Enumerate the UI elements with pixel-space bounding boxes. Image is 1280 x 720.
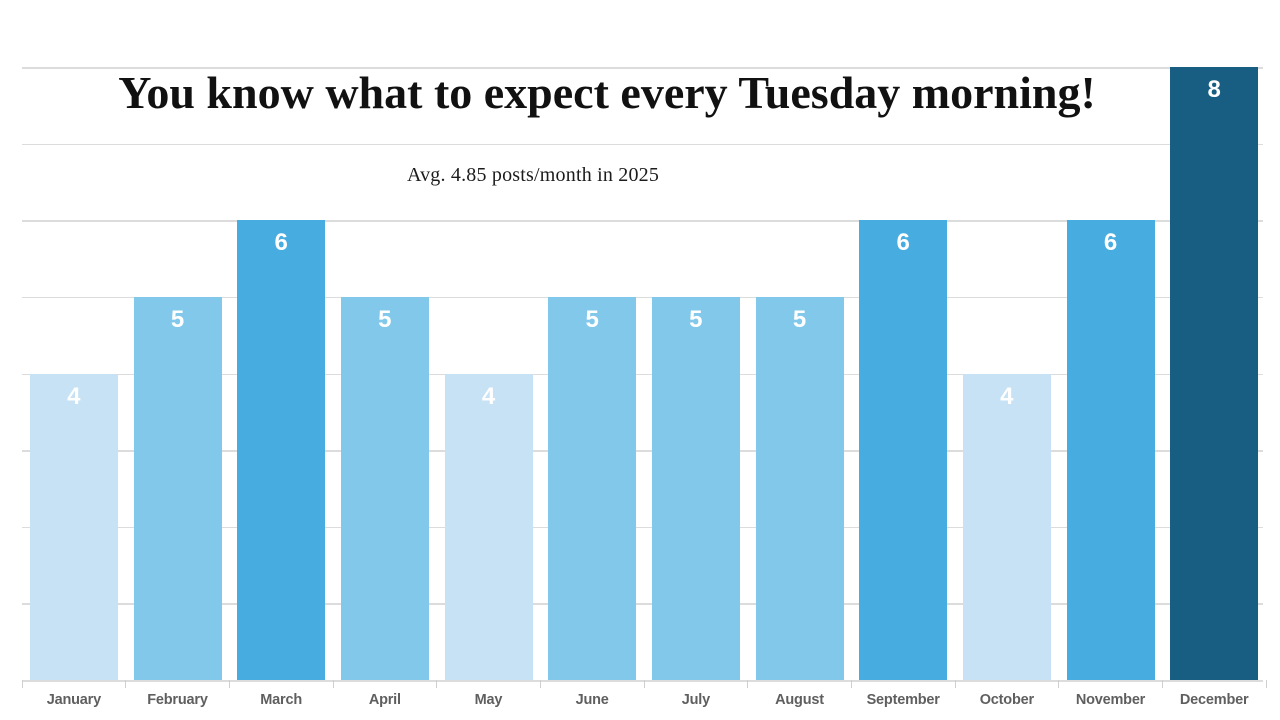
x-axis-label: August (775, 692, 824, 708)
bar-october: 4 (962, 373, 1051, 680)
x-axis-tick (1265, 680, 1267, 688)
gridline (22, 220, 1263, 222)
x-axis-label: June (575, 692, 609, 708)
gridline (22, 67, 1263, 69)
gridline (22, 373, 1263, 375)
bar-march: 6 (237, 220, 326, 680)
x-axis-tick (747, 680, 749, 688)
bar-july: 5 (651, 296, 740, 680)
chart-title: You know what to expect every Tuesday mo… (118, 67, 1096, 118)
x-axis-label: November (1075, 692, 1146, 708)
x-axis-label: December (1179, 692, 1249, 708)
x-axis-tick (1161, 680, 1164, 688)
x-axis-tick (1058, 680, 1060, 688)
x-axis-tick (228, 680, 231, 688)
bar-value-label: 4 (1000, 382, 1014, 410)
bar-value-label: 4 (67, 382, 81, 410)
x-axis-tick (125, 680, 127, 688)
bar-february: 5 (133, 296, 222, 680)
chart-subtitle: Avg. 4.85 posts/month in 2025 (406, 164, 660, 186)
bar-january: 4 (29, 373, 118, 680)
bar-value-label: 5 (378, 305, 392, 333)
x-axis-label: March (260, 692, 303, 708)
x-axis-tick (332, 680, 334, 688)
bar-november: 6 (1066, 220, 1155, 680)
x-axis-tick (436, 680, 438, 688)
bar-september: 6 (859, 220, 948, 680)
x-axis-label: April (368, 692, 401, 708)
bar-april: 5 (340, 296, 429, 680)
x-axis-tick (21, 680, 23, 688)
x-axis-tick (954, 680, 956, 688)
bar-value-label: 8 (1207, 76, 1221, 103)
x-axis-label: May (474, 692, 503, 708)
bar-may: 4 (444, 373, 533, 680)
bar-value-label: 4 (481, 382, 496, 410)
bar-value-label: 5 (585, 305, 599, 333)
bar-value-label: 6 (274, 229, 288, 257)
bar-december: 8 (1170, 67, 1259, 680)
x-axis-tick (539, 680, 542, 688)
x-axis-tick (850, 680, 853, 688)
x-axis-label: February (147, 692, 208, 708)
gridline (22, 450, 1263, 452)
gridline (22, 603, 1263, 605)
bar-value-label: 5 (792, 305, 807, 333)
bar-value-label: 5 (689, 305, 703, 333)
x-axis-label: September (866, 692, 940, 708)
x-axis-label: January (46, 692, 101, 708)
gridline (22, 296, 1263, 299)
x-axis-tick (643, 680, 645, 688)
x-axis-label: July (681, 692, 710, 708)
bar-june: 5 (548, 296, 637, 680)
x-axis-label: October (979, 692, 1034, 708)
gridline (22, 526, 1263, 529)
bar-value-label: 5 (170, 305, 185, 333)
gridline (22, 680, 1263, 682)
bar-value-label: 6 (1103, 229, 1118, 257)
bar-august: 5 (755, 296, 844, 680)
bar-value-label: 6 (896, 229, 910, 257)
gridline (22, 143, 1263, 146)
